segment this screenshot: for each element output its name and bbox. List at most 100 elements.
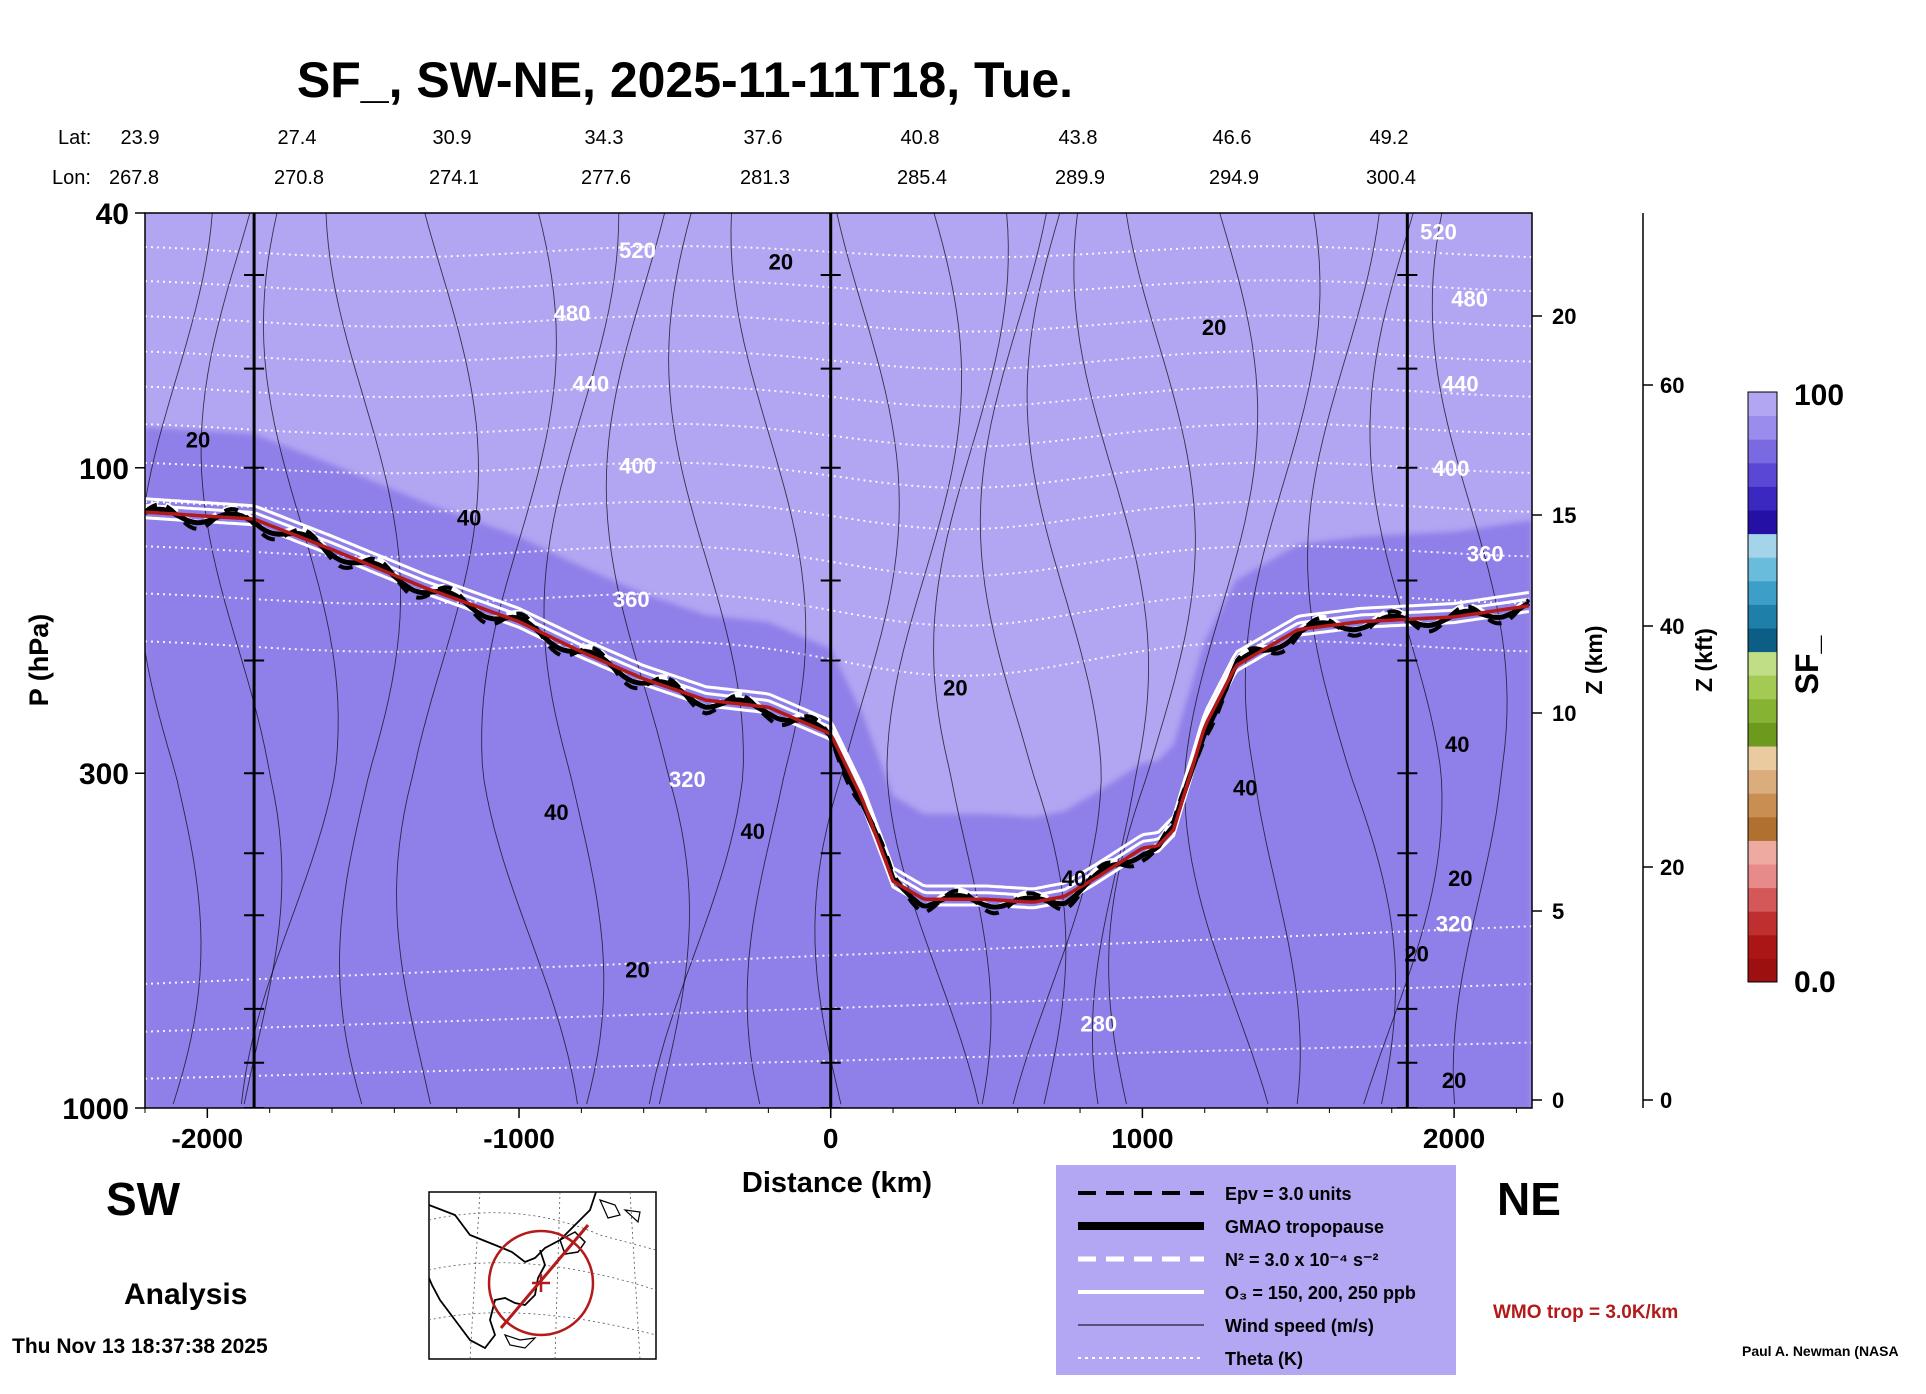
colorbar-segment	[1748, 533, 1777, 558]
wind-label: 20	[943, 676, 967, 701]
z-km-axis-label: Z (km)	[1581, 626, 1607, 695]
credit: Paul A. Newman (NASA	[1742, 1343, 1899, 1359]
legend-label: Wind speed (m/s)	[1225, 1316, 1374, 1336]
theta-label: 520	[1420, 220, 1457, 245]
lon-value: 277.6	[581, 167, 631, 189]
colorbar-segment	[1748, 911, 1777, 936]
colorbar-segment	[1748, 769, 1777, 794]
wmo-tropopause	[145, 510, 1530, 904]
lon-value: 281.3	[740, 167, 790, 189]
wind-contour	[200, 213, 283, 1105]
theta-contour	[145, 461, 1532, 489]
chart-title: SF_, SW-NE, 2025-11-11T18, Tue.	[297, 52, 1073, 108]
colorbar-min-label: 0.0	[1794, 966, 1836, 999]
wind-contour	[933, 213, 1009, 1105]
wind-label: 40	[1233, 775, 1257, 800]
colorbar-segment	[1748, 439, 1777, 464]
wind-contour	[1431, 213, 1508, 1105]
lon-value: 274.1	[429, 167, 479, 189]
z-km-tick-label: 0	[1552, 1088, 1564, 1113]
theta-contour	[145, 385, 1532, 408]
plot-frame	[144, 212, 1533, 1109]
z-kft-tick-label: 40	[1660, 614, 1684, 639]
wind-contour	[1012, 213, 1102, 1105]
lon-value: 267.8	[109, 167, 159, 189]
wind-contour	[543, 213, 620, 1105]
colorbar-segment	[1748, 651, 1777, 676]
wind-label: 20	[625, 957, 649, 982]
theta-label: 360	[1467, 541, 1504, 566]
colorbar-segment	[1748, 816, 1777, 841]
legend-label: GMAO tropopause	[1225, 1217, 1384, 1237]
lat-row-label: Lat:	[58, 127, 91, 149]
wind-contour	[1184, 213, 1269, 1105]
lat-value: 23.9	[121, 127, 160, 149]
wind-contour	[1363, 213, 1443, 1105]
legend-box	[1056, 1165, 1456, 1375]
colorbar-segment	[1748, 557, 1777, 582]
wind-label: 20	[1404, 941, 1428, 966]
wind-label: 20	[769, 249, 793, 274]
colorbar-segment	[1748, 746, 1777, 771]
lon-value: 285.4	[897, 167, 947, 189]
wind-label: 20	[1202, 315, 1226, 340]
theta-label: 440	[1442, 371, 1479, 396]
colorbar-max-label: 100	[1794, 379, 1844, 412]
lat-value: 30.9	[433, 127, 472, 149]
wind-label: 40	[741, 819, 765, 844]
lon-value: 289.9	[1055, 167, 1105, 189]
x-tick-label: 2000	[1423, 1123, 1485, 1154]
z-kft-axis: 0 20 40 60	[1642, 213, 1684, 1113]
legend-label: Epv = 3.0 units	[1225, 1184, 1352, 1204]
wind-contour	[648, 213, 744, 1105]
lon-value: 294.9	[1209, 167, 1259, 189]
x-axis: -2000 -1000 0 1000 2000	[144, 1108, 1517, 1154]
colorbar	[1747, 391, 1778, 983]
x-tick-label: -2000	[172, 1123, 244, 1154]
theta-label: 480	[554, 301, 591, 326]
wind-contour	[1307, 213, 1396, 1105]
theta-label: 320	[669, 767, 706, 792]
colorbar-segment	[1748, 392, 1777, 417]
z-km-tick-label: 5	[1552, 899, 1564, 924]
colorbar-segment	[1748, 510, 1777, 535]
ne-label: NE	[1497, 1173, 1561, 1225]
sw-label: SW	[106, 1173, 181, 1225]
legend: Epv = 3.0 units GMAO tropopause N² = 3.0 x…	[1056, 1165, 1456, 1375]
wind-contour	[605, 213, 690, 1105]
wind-label: 40	[457, 505, 481, 530]
lat-lon-values: 23.9 27.4 30.9 34.3 37.6 40.8 43.8 46.6 49.2 267.…	[109, 127, 1416, 189]
z-km-tick-label: 15	[1552, 503, 1576, 528]
colorbar-segment	[1748, 628, 1777, 653]
wind-contour	[1108, 213, 1196, 1105]
lon-value: 270.8	[274, 167, 324, 189]
theta-label: 320	[1436, 911, 1473, 936]
theta-label: 400	[1433, 456, 1470, 481]
legend-label: N² = 3.0 x 10⁻⁴ s⁻²	[1225, 1250, 1378, 1270]
wmo-trop-label: WMO trop = 3.0K/km	[1493, 1302, 1678, 1323]
lat-value: 40.8	[901, 127, 940, 149]
lon-row-label: Lon:	[52, 167, 91, 189]
colorbar-frame	[1747, 391, 1778, 983]
z-kft-axis-label: Z (kft)	[1691, 628, 1717, 692]
wind-contour	[814, 213, 900, 1105]
colorbar-title: SF_	[1789, 634, 1825, 694]
y-tick-label: 40	[96, 198, 129, 231]
theta-contours	[145, 245, 1532, 1080]
x-tick-label: 0	[823, 1123, 839, 1154]
lat-value: 34.3	[585, 127, 624, 149]
x-axis-label: Distance (km)	[742, 1167, 932, 1199]
y-axis: 40 100 300 1000	[62, 198, 145, 1126]
analysis-label: Analysis	[124, 1278, 247, 1311]
ozone-contour	[145, 497, 1530, 891]
z-kft-tick-label: 60	[1660, 373, 1684, 398]
colorbar-segment	[1748, 793, 1777, 818]
colorbar-segment	[1748, 462, 1777, 487]
contour-labels: 520 480 440 400 360 320 280 520 480 440 400 360 320 2…	[186, 220, 1504, 1093]
plot-area: 520 480 440 400 360 320 280 520 480 440 400 360 320 2…	[145, 213, 1532, 1108]
wind-contour	[145, 213, 213, 1105]
z-km-tick-label: 10	[1552, 701, 1576, 726]
y-tick-label: 100	[79, 453, 129, 486]
map-inset	[428, 1191, 657, 1360]
